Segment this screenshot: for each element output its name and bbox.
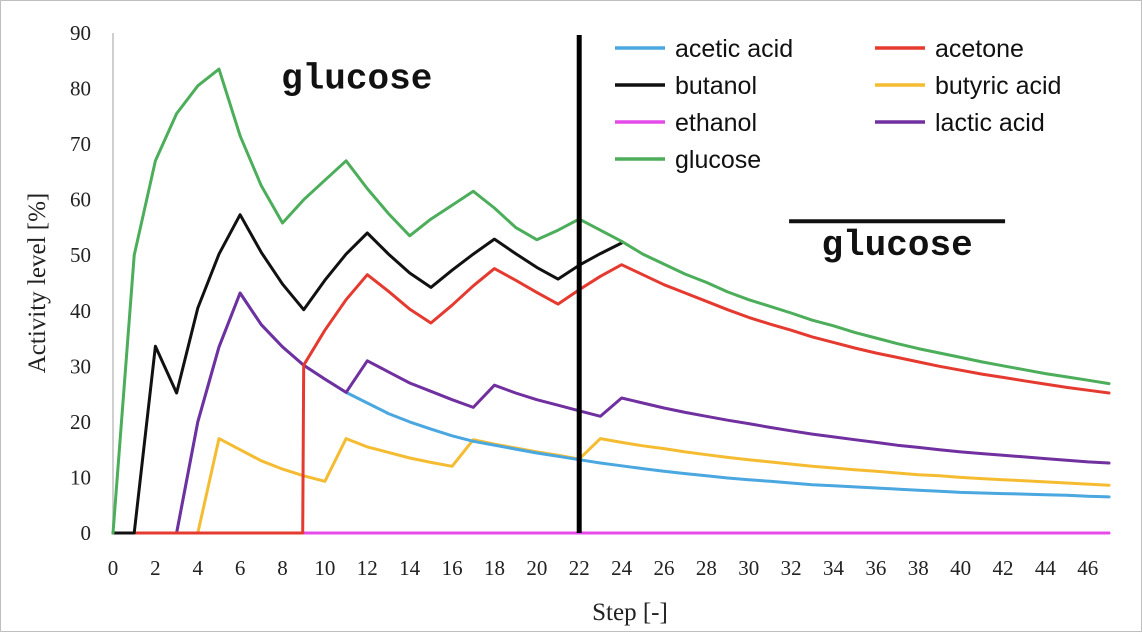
x-tick-label: 38 — [908, 556, 929, 580]
series-lines — [111, 67, 1111, 535]
series-line-glucose — [111, 67, 1111, 535]
x-tick-label: 32 — [781, 556, 802, 580]
x-tick-label: 34 — [823, 556, 845, 580]
x-tick-labels: 0 2 4 6 8 10 12 14 16 18 20 22 24 26 28 30 32 34 36 38 40 42 4… — [108, 556, 1099, 580]
x-tick-label: 16 — [442, 556, 463, 580]
annotation-glucose: glucose — [281, 59, 432, 100]
x-tick-label: 42 — [993, 556, 1014, 580]
x-tick-label: 0 — [108, 556, 119, 580]
x-axis-title: Step [-] — [592, 599, 668, 626]
series-line-lactic-acid — [111, 291, 1111, 535]
legend-label: acetone — [935, 35, 1024, 63]
x-tick-label: 10 — [314, 556, 335, 580]
y-tick-label: 80 — [70, 77, 91, 101]
x-tick-label: 22 — [569, 556, 590, 580]
x-tick-label: 46 — [1077, 556, 1098, 580]
legend-label: butanol — [675, 72, 757, 100]
y-tick-label: 90 — [70, 21, 91, 45]
y-tick-labels: 0 10 20 30 40 50 60 70 80 90 — [70, 21, 91, 545]
series-line-butyric-acid — [111, 437, 1111, 535]
series-line-acetic-acid — [111, 291, 1111, 535]
series-line-acetone — [111, 263, 1111, 535]
y-tick-label: 30 — [70, 354, 91, 378]
x-tick-label: 40 — [950, 556, 971, 580]
y-tick-label: 40 — [70, 299, 91, 323]
x-tick-label: 8 — [277, 556, 288, 580]
y-tick-label: 0 — [81, 521, 92, 545]
x-tick-label: 26 — [653, 556, 674, 580]
y-axis-title: Activity level [%] — [24, 193, 51, 374]
x-tick-label: 36 — [865, 556, 886, 580]
x-tick-label: 44 — [1035, 556, 1057, 580]
x-tick-label: 28 — [696, 556, 717, 580]
legend-label: acetic acid — [675, 35, 793, 63]
axes — [112, 33, 1109, 534]
annotations: glucose glucose — [281, 59, 1006, 266]
y-tick-label: 60 — [70, 188, 91, 212]
annotation-glucose-complement: glucose — [821, 225, 972, 266]
legend: acetic acid acetone butanol butyric acid eth… — [615, 35, 1061, 174]
series-line-butanol — [111, 213, 624, 535]
x-tick-label: 24 — [611, 556, 633, 580]
legend-label: ethanol — [675, 109, 757, 137]
legend-label: glucose — [675, 146, 761, 174]
x-tick-label: 12 — [357, 556, 378, 580]
y-tick-label: 50 — [70, 243, 91, 267]
y-tick-label: 20 — [70, 410, 91, 434]
x-tick-label: 6 — [235, 556, 246, 580]
y-tick-label: 10 — [70, 465, 91, 489]
x-tick-label: 18 — [484, 556, 505, 580]
x-tick-label: 30 — [738, 556, 759, 580]
x-tick-label: 20 — [526, 556, 547, 580]
x-tick-label: 4 — [193, 556, 204, 580]
x-tick-label: 14 — [399, 556, 421, 580]
y-tick-label: 70 — [70, 132, 91, 156]
x-tick-label: 2 — [150, 556, 161, 580]
legend-label: butyric acid — [935, 72, 1061, 100]
legend-label: lactic acid — [935, 109, 1045, 137]
